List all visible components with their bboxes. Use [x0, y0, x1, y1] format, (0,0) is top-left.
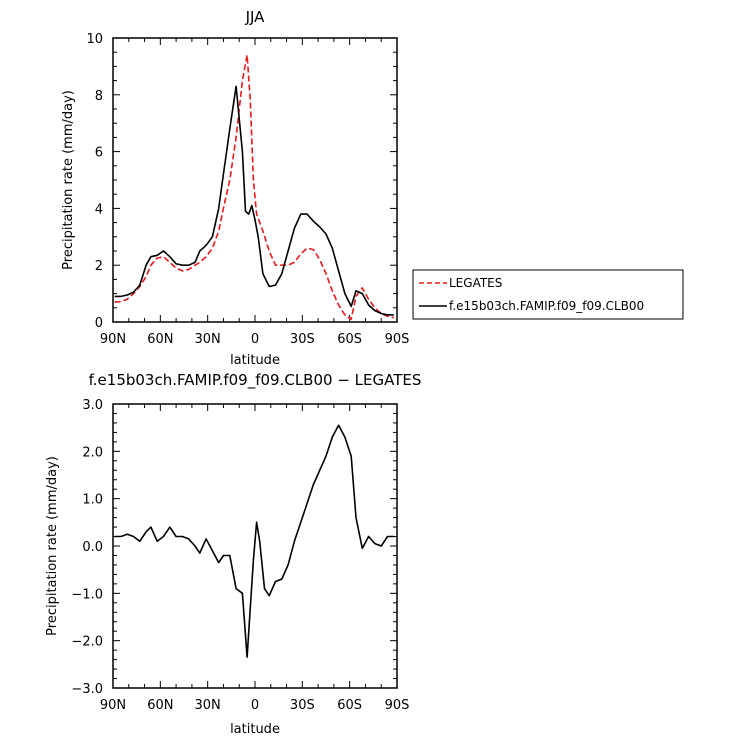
top-y-tick-label: 4 [95, 202, 103, 217]
top-x-tick-label: 60N [147, 332, 173, 347]
bottom-y-tick-label: 0.0 [82, 540, 103, 555]
legend-label-model: f.e15b03ch.FAMIP.f09_f09.CLB00 [449, 299, 644, 313]
legend-box [412, 269, 684, 320]
bottom-x-tick-label: 30S [290, 698, 315, 713]
bottom-y-tick-label: 2.0 [82, 445, 103, 460]
top-y-tick-label: 0 [95, 316, 103, 331]
top-y-tick-label: 8 [95, 89, 103, 104]
top-series-lines [114, 54, 394, 321]
bottom-chart-title: f.e15b03ch.FAMIP.f09_f09.CLB00 − LEGATES [89, 371, 422, 390]
bottom-y-tick-label: 3.0 [82, 398, 103, 413]
bottom-series-line-0 [114, 424, 394, 659]
bottom-y-axis-label: Precipitation rate (mm/day) [45, 456, 60, 636]
top-axis-ticks: 90N 60N 30N 0 30S 60S 90S 0 2 4 6 8 10 [86, 32, 409, 347]
top-y-tick-label: 2 [95, 259, 103, 274]
bottom-panel: f.e15b03ch.FAMIP.f09_f09.CLB00 − LEGATES… [45, 371, 421, 737]
bottom-x-tick-label: 90N [100, 698, 126, 713]
top-y-axis-label: Precipitation rate (mm/day) [61, 90, 76, 270]
top-plot-frame [112, 37, 398, 323]
bottom-series-lines [114, 424, 394, 659]
bottom-x-tick-label: 90S [385, 698, 410, 713]
bottom-x-tick-label: 0 [251, 698, 259, 713]
top-y-tick-label: 10 [86, 32, 103, 47]
bottom-y-tick-label: −2.0 [71, 635, 103, 650]
top-x-tick-label: 30S [290, 332, 315, 347]
bottom-y-tick-label: 1.0 [82, 493, 103, 508]
bottom-axis-ticks: 90N 60N 30N 0 30S 60S 90S −3.0 −2.0 −1.0 0.0 1.0 2.0… [71, 398, 409, 713]
legend: LEGATES f.e15b03ch.FAMIP.f09_f09.CLB00 [412, 269, 684, 320]
bottom-x-tick-label: 30N [195, 698, 221, 713]
top-x-tick-label: 0 [251, 332, 259, 347]
top-x-tick-label: 30N [195, 332, 221, 347]
bottom-y-tick-label: −1.0 [71, 587, 103, 602]
legend-label-legates: LEGATES [449, 276, 502, 290]
top-x-tick-label: 90N [100, 332, 126, 347]
bottom-x-axis-label: latitude [230, 722, 280, 737]
top-series-line-0 [114, 54, 394, 321]
top-x-tick-label: 90S [385, 332, 410, 347]
bottom-x-tick-label: 60N [147, 698, 173, 713]
bottom-x-tick-label: 60S [337, 698, 362, 713]
top-series-line-1 [114, 85, 394, 316]
top-chart-title: JJA [245, 8, 266, 26]
bottom-y-tick-label: −3.0 [71, 682, 103, 697]
top-y-tick-label: 6 [95, 146, 103, 161]
top-x-axis-label: latitude [230, 353, 280, 368]
top-x-tick-label: 60S [337, 332, 362, 347]
